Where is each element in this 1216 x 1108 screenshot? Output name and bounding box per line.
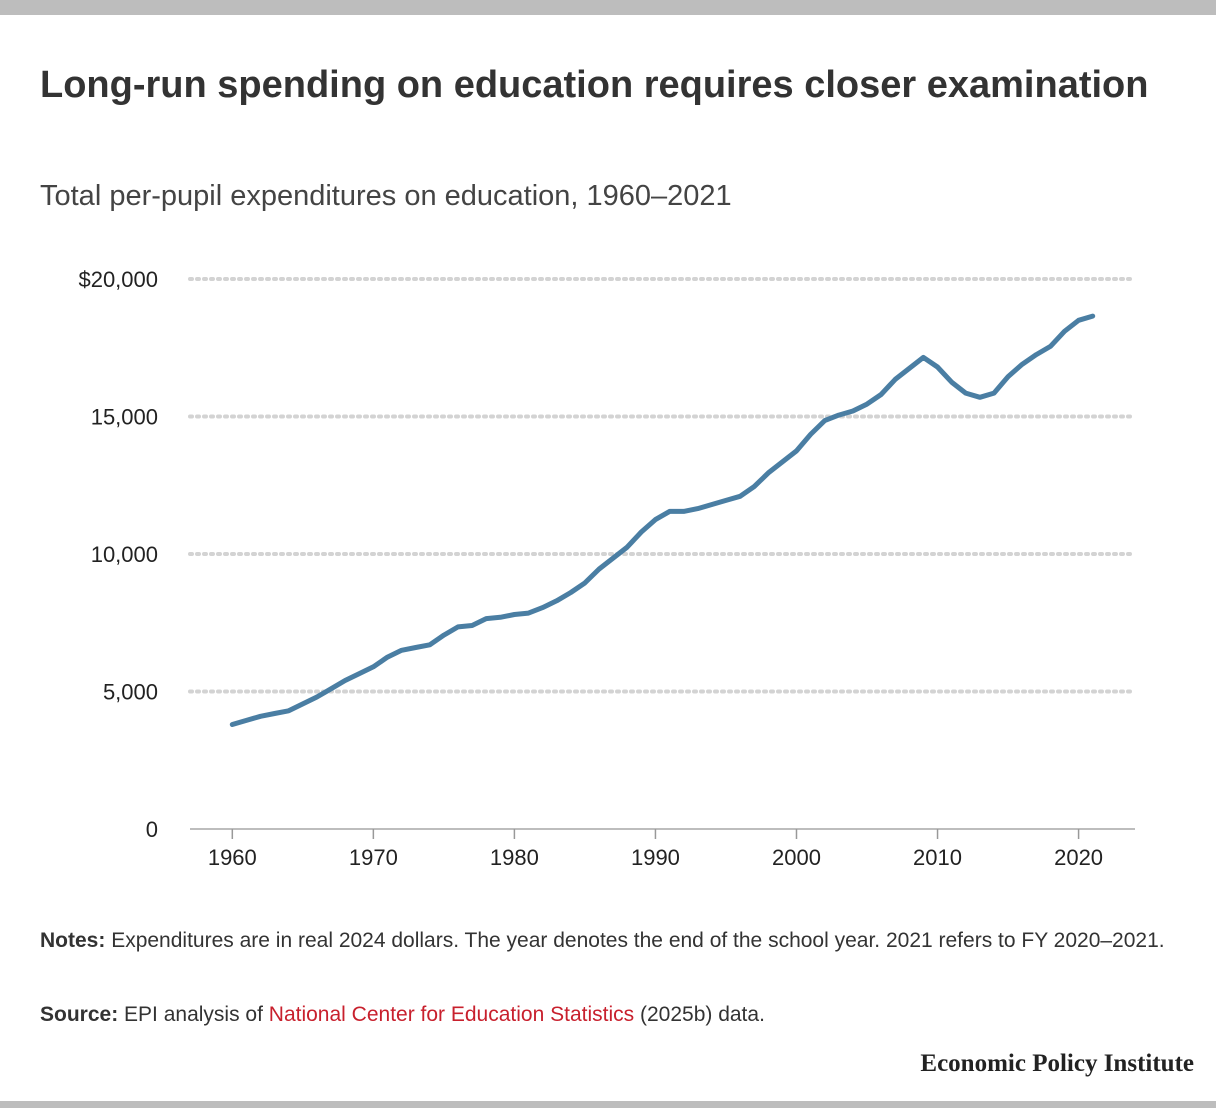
x-tick-label-1970: 1970 (349, 845, 398, 870)
notes-label: Notes: (40, 929, 106, 952)
x-tick-label-2000: 2000 (772, 845, 821, 870)
data-point-1965 (301, 702, 305, 706)
source-prefix: EPI analysis of (124, 1003, 263, 1026)
notes-text: Expenditures are in real 2024 dollars. T… (111, 929, 1165, 952)
data-point-2018 (1048, 344, 1052, 348)
data-point-1979 (498, 615, 502, 619)
data-point-1978 (484, 617, 488, 621)
gridlines (188, 277, 1137, 694)
line-chart: 0 5,000 10,000 15,000 $20,000 1960 1970 1980 199… (78, 267, 1137, 870)
data-point-1974 (428, 643, 432, 647)
data-point-1985 (583, 581, 587, 585)
x-tick-label-1990: 1990 (631, 845, 680, 870)
data-point-1973 (414, 646, 418, 650)
data-point-2010 (936, 365, 940, 369)
chart-title: Long-run spending on education requires … (40, 64, 1149, 106)
data-point-1960 (230, 723, 234, 727)
data-point-2015 (1006, 375, 1010, 379)
y-tick-label-15000: 15,000 (91, 405, 158, 430)
data-point-2007 (893, 377, 897, 381)
chart-subtitle: Total per-pupil expenditures on educatio… (40, 180, 732, 212)
data-point-1994 (710, 503, 714, 507)
data-point-1981 (527, 611, 531, 615)
data-point-2005 (865, 402, 869, 406)
data-point-1993 (696, 507, 700, 511)
data-point-1999 (780, 460, 784, 464)
data-point-1997 (752, 485, 756, 489)
data-point-1990 (653, 518, 657, 522)
data-point-1961 (244, 718, 248, 722)
data-point-2001 (809, 432, 813, 436)
data-point-1977 (470, 624, 474, 628)
y-tick-label-20000: $20,000 (78, 267, 158, 292)
data-point-1989 (639, 530, 643, 534)
data-point-2016 (1020, 362, 1024, 366)
source-label: Source: (40, 1003, 119, 1026)
data-point-1969 (357, 672, 361, 676)
data-point-1995 (724, 498, 728, 502)
data-point-1970 (371, 665, 375, 669)
data-point-2006 (879, 393, 883, 397)
data-point-1983 (555, 599, 559, 603)
y-tick-label-0: 0 (146, 817, 158, 842)
data-point-1968 (343, 679, 347, 683)
data-point-1991 (668, 509, 672, 513)
data-point-2013 (978, 395, 982, 399)
notes: Notes: Expenditures are in real 2024 dol… (40, 926, 1180, 956)
data-point-1984 (569, 591, 573, 595)
data-point-1987 (611, 556, 615, 560)
data-point-2009 (921, 355, 925, 359)
data-point-2020 (1077, 318, 1081, 322)
data-point-2021 (1091, 314, 1095, 318)
x-tick-label-2020: 2020 (1054, 845, 1103, 870)
data-point-1964 (287, 709, 291, 713)
data-point-1966 (315, 695, 319, 699)
source: Source: EPI analysis of National Center … (40, 1000, 765, 1030)
data-point-1980 (512, 613, 516, 617)
data-point-1963 (273, 712, 277, 716)
data-point-2002 (823, 419, 827, 423)
data-point-2017 (1034, 353, 1038, 357)
data-point-1988 (625, 545, 629, 549)
data-point-1996 (738, 494, 742, 498)
source-suffix: (2025b) data. (639, 1003, 765, 1026)
data-point-2014 (992, 391, 996, 395)
y-tick-label-5000: 5,000 (103, 680, 158, 705)
data-point-1972 (400, 648, 404, 652)
brand-logo-text: Economic Policy Institute (920, 1050, 1194, 1077)
data-point-1962 (259, 714, 263, 718)
x-tick-label-1980: 1980 (490, 845, 539, 870)
data-point-1986 (597, 567, 601, 571)
data-point-1971 (386, 655, 390, 659)
data-point-1967 (329, 687, 333, 691)
data-point-1982 (541, 606, 545, 610)
data-point-2000 (795, 449, 799, 453)
y-tick-label-10000: 10,000 (91, 542, 158, 567)
data-point-1975 (442, 633, 446, 637)
source-link[interactable]: National Center for Education Statistics (268, 1003, 635, 1026)
data-point-2011 (950, 380, 954, 384)
data-point-2008 (907, 366, 911, 370)
top-border (0, 0, 1216, 15)
series (229, 313, 1096, 727)
data-point-2012 (964, 391, 968, 395)
x-tick-label-1960: 1960 (208, 845, 257, 870)
data-point-2004 (851, 409, 855, 413)
data-point-2003 (837, 413, 841, 417)
series-line-0 (229, 313, 1096, 727)
data-point-1976 (456, 625, 460, 629)
data-point-1992 (682, 509, 686, 513)
x-tick-label-2010: 2010 (913, 845, 962, 870)
data-point-1998 (766, 471, 770, 475)
data-point-2019 (1063, 329, 1067, 333)
axes: 0 5,000 10,000 15,000 $20,000 1960 1970 1980 199… (78, 267, 1135, 870)
bottom-border (0, 1101, 1216, 1108)
